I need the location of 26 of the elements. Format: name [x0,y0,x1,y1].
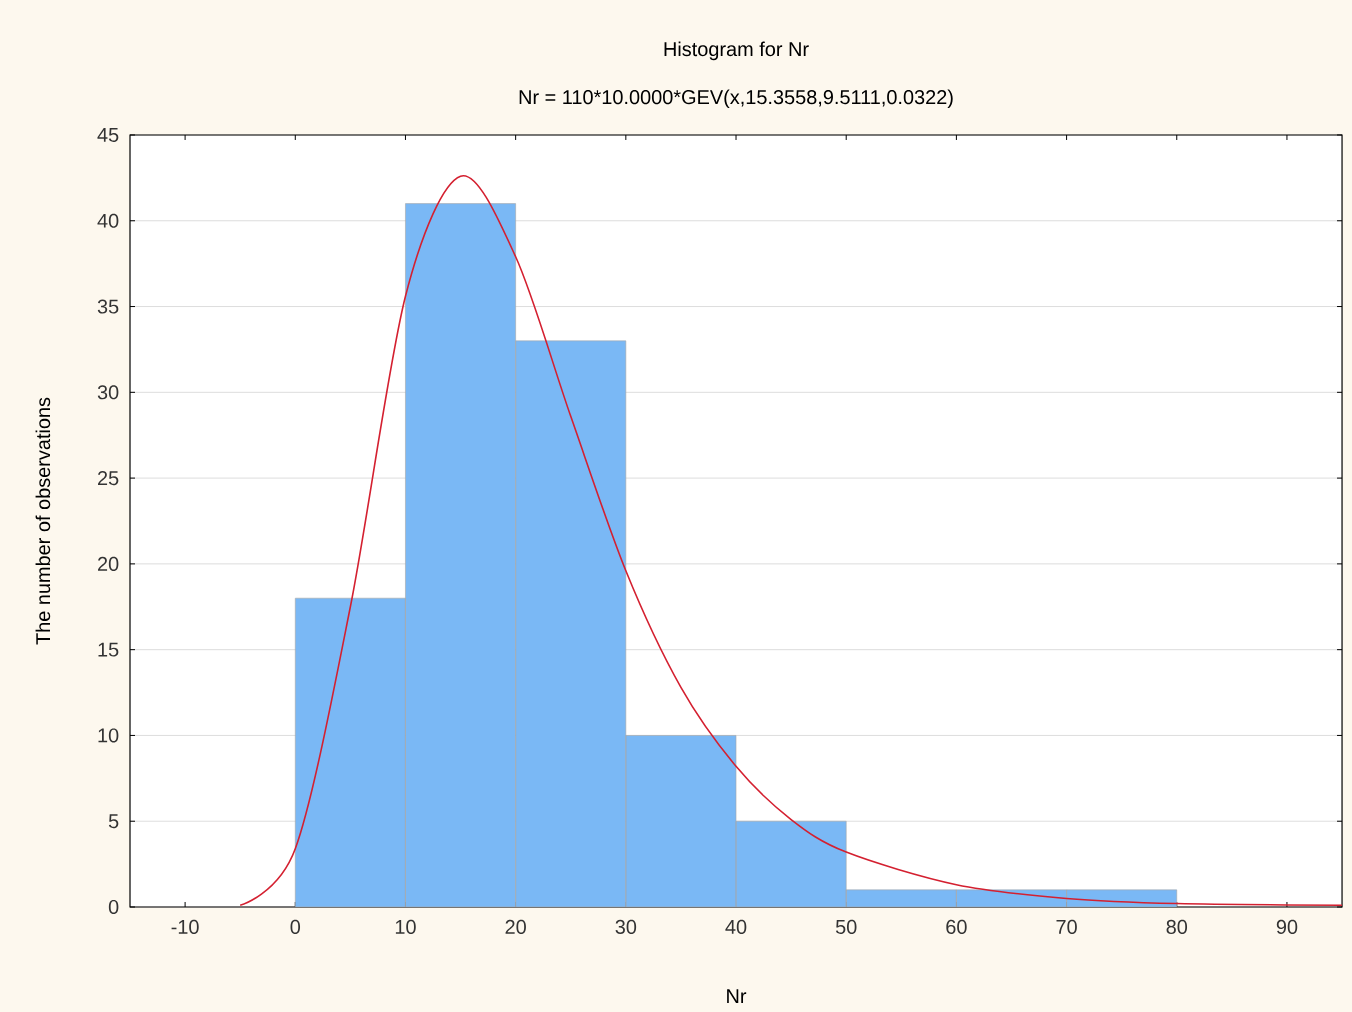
x-tick-label: 50 [835,919,857,934]
x-tick-label: 20 [505,919,526,934]
y-tick-label: 20 [98,556,119,571]
y-tick-label: 30 [97,385,119,400]
x-tick-label: 40 [725,919,747,934]
x-tick-label: 10 [395,919,416,934]
x-tick-label: -10 [171,919,199,934]
x-tick-label: 30 [615,919,637,934]
y-tick-label: 0 [108,899,119,915]
x-tick-label: 60 [946,919,967,934]
chart-subtitle: Nr = 110*10.0000*GEV(x,15.3558,9.5111,0.0322) [519,89,953,109]
y-tick-label: 15 [98,642,119,657]
line-series [239,175,1343,907]
y-tick-label: 40 [97,213,119,228]
chart-title: Histogram for Nr [664,41,809,61]
x-tick-label: 70 [1056,919,1077,934]
x-axis-title: Nr [727,989,747,1003]
x-tick-label: 80 [1166,919,1188,934]
y-tick-label: 5 [108,814,119,829]
y-tick-label: 10 [98,728,119,743]
x-tick-label: 0 [290,919,301,934]
y-tick-label: 25 [98,471,119,486]
y-axis-title: The number of observations [35,397,51,645]
y-tick-label: 35 [97,299,119,314]
y-tick-label: 45 [97,128,119,142]
x-tick-label: 90 [1276,919,1298,934]
